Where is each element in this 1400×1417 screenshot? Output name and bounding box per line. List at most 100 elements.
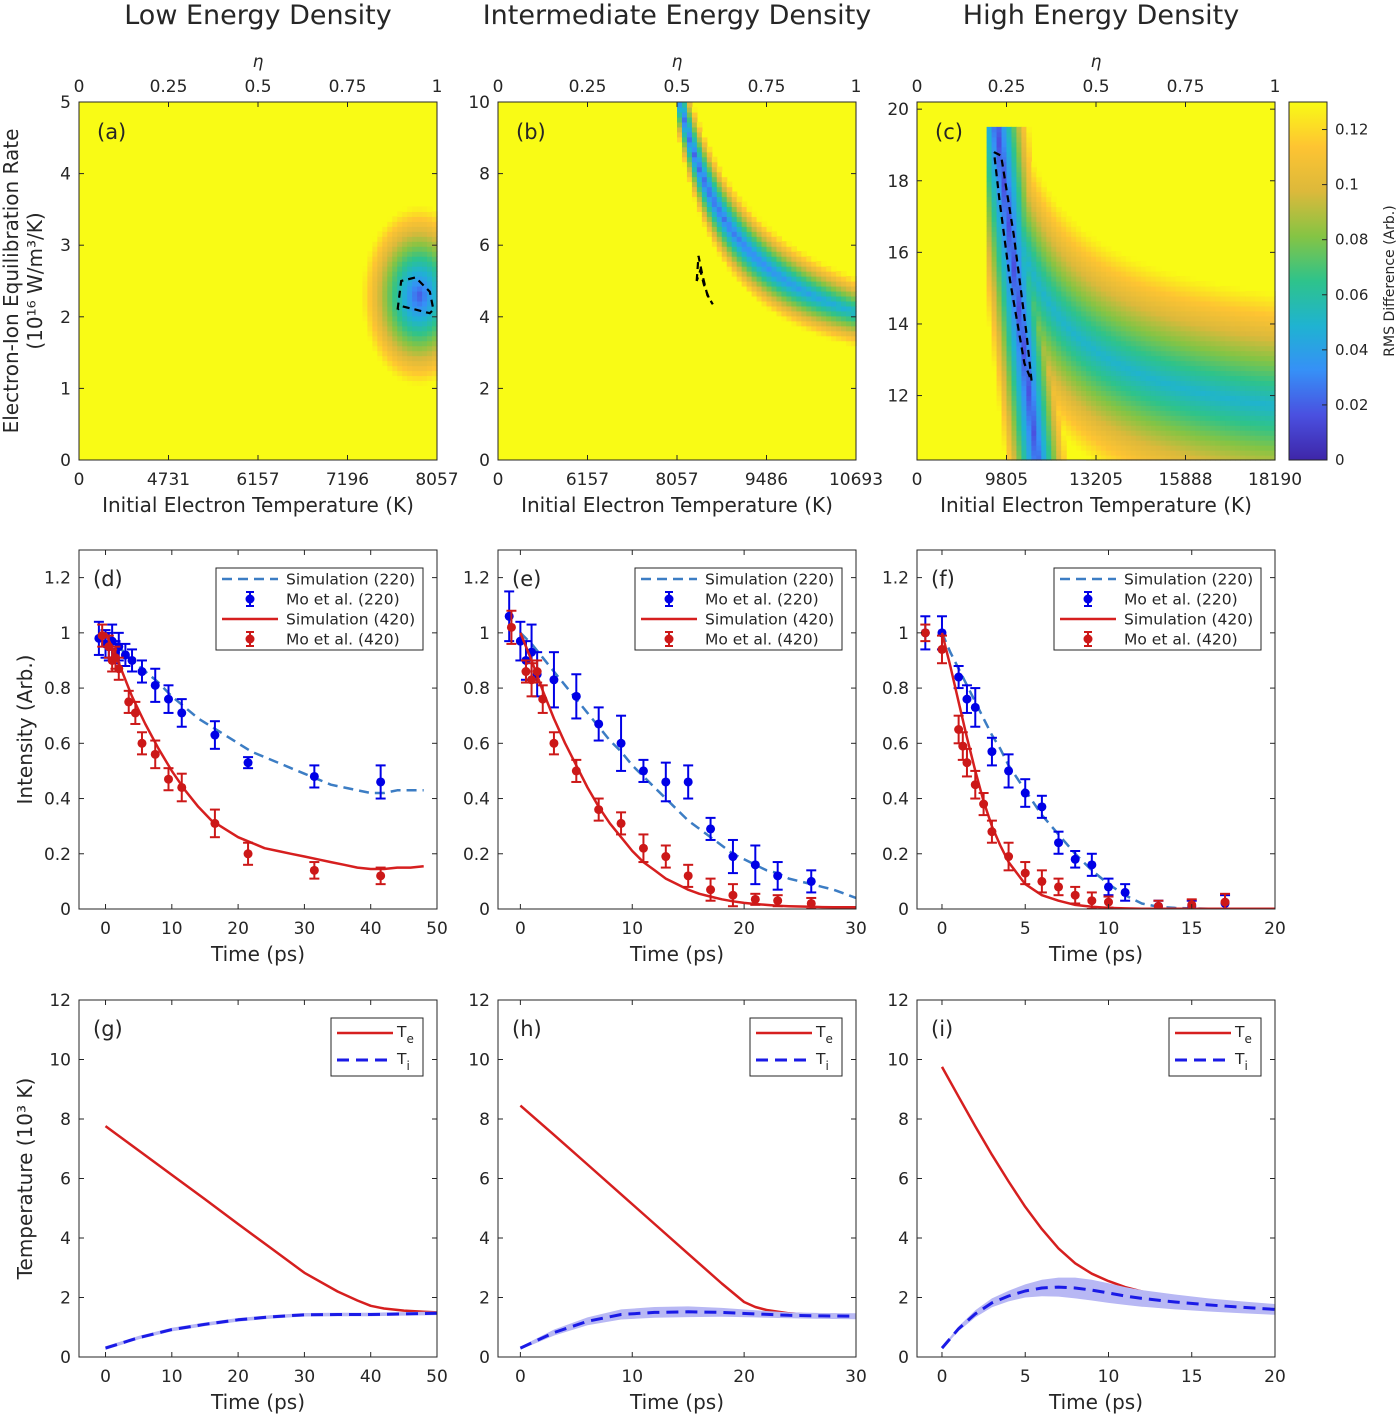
heatmap-cell	[1096, 405, 1102, 411]
heatmap-cell	[986, 151, 993, 158]
heatmap-cell	[1110, 455, 1117, 461]
heatmap-cell	[1100, 300, 1107, 307]
heatmap-cell	[1056, 410, 1062, 416]
heatmap-cell	[746, 281, 753, 287]
heatmap-cell	[417, 231, 423, 237]
heatmap-cell	[1225, 350, 1231, 357]
heatmap-cell	[1076, 320, 1082, 327]
heatmap-cell	[1066, 390, 1072, 396]
heatmap-cell	[711, 161, 718, 168]
heatmap-cell	[1051, 231, 1057, 237]
heatmap-cell	[796, 315, 802, 322]
heatmap-cell	[776, 271, 783, 277]
heatmap-cell	[1250, 305, 1256, 312]
heatmap-cell	[1165, 385, 1172, 391]
heatmap-cell	[991, 305, 998, 312]
heatmap-cell	[1240, 445, 1246, 451]
heatmap-cell	[1056, 405, 1062, 411]
heatmap-cell	[1081, 315, 1087, 322]
heatmap-cell	[1205, 350, 1211, 357]
heatmap-cell	[1105, 375, 1112, 382]
heatmap-cell	[1041, 216, 1047, 222]
heatmap-cell	[1200, 350, 1206, 357]
heatmap-cell	[686, 111, 693, 118]
heatmap-cell	[991, 355, 998, 362]
heatmap-cell	[1210, 425, 1216, 431]
heatmap-cell	[1100, 355, 1107, 362]
data-point	[1220, 897, 1230, 907]
heatmap-cell	[1016, 350, 1023, 357]
heatmap-cell	[1245, 440, 1251, 446]
heatmap-cell	[1120, 445, 1127, 451]
heatmap-cell	[711, 241, 718, 247]
heatmap-cell	[1011, 171, 1018, 178]
heatmap-cell	[706, 196, 713, 203]
heatmap-cell	[1026, 420, 1032, 426]
heatmap-cell	[1100, 360, 1107, 367]
eta-tick-label: 0.5	[244, 77, 271, 97]
heatmap-cell	[1016, 400, 1023, 406]
heatmap-cell	[726, 221, 733, 227]
heatmap-cell	[1265, 380, 1271, 387]
heatmap-cell	[701, 201, 708, 208]
heatmap-cell	[1061, 455, 1067, 461]
heatmap-cell	[1135, 385, 1142, 391]
heatmap-cell	[1066, 266, 1072, 272]
heatmap-cell	[1130, 261, 1137, 267]
heatmap-cell	[397, 241, 403, 247]
heatmap-cell	[1041, 330, 1047, 337]
heatmap-cell	[402, 236, 408, 242]
heatmap-cell	[1016, 385, 1023, 391]
heatmap-cell	[1016, 186, 1023, 193]
heatmap-cell	[1031, 191, 1037, 198]
heatmap-cell	[1076, 425, 1082, 431]
heatmap-cell	[1210, 445, 1216, 451]
heatmap-cell	[1190, 415, 1197, 421]
heatmap-cell	[1165, 365, 1172, 372]
heatmap-cell	[716, 246, 723, 252]
heatmap-cell	[1170, 425, 1177, 431]
heatmap-cell	[1011, 246, 1018, 252]
heatmap-cell	[1086, 350, 1092, 357]
heatmap-cell	[1105, 355, 1112, 362]
heatmap-cell	[1091, 295, 1097, 302]
heatmap-cell	[1091, 261, 1097, 267]
heatmap-cell	[427, 206, 433, 212]
heatmap-cell	[761, 300, 768, 307]
heatmap-cell	[432, 370, 438, 377]
heatmap-cell	[1220, 415, 1226, 421]
heatmap-cell	[1001, 131, 1008, 138]
heatmap-cell	[417, 370, 423, 377]
heatmap-cell	[1270, 355, 1276, 362]
heatmap-cell	[402, 310, 408, 317]
x-tick-label: 18190	[1248, 470, 1302, 490]
heatmap-cell	[372, 330, 378, 337]
heatmap-cell	[387, 305, 393, 312]
heatmap-cell	[1036, 425, 1042, 431]
heatmap-cell	[1245, 430, 1251, 436]
heatmap-cell	[801, 256, 807, 262]
heatmap-cell	[1006, 365, 1013, 372]
heatmap-cell	[1056, 380, 1062, 387]
heatmap-cell	[1130, 445, 1137, 451]
heatmap-cell	[1051, 335, 1057, 342]
heatmap-cell	[1230, 425, 1236, 431]
heatmap-cell	[1031, 355, 1037, 362]
heatmap-cell	[1071, 435, 1077, 441]
heatmap-cell	[1215, 435, 1221, 441]
heatmap-cell	[1130, 285, 1137, 292]
heatmap-cell	[991, 226, 998, 232]
heatmap-cell	[1220, 440, 1226, 446]
heatmap-cell	[1165, 455, 1172, 461]
heatmap-cell	[1130, 335, 1137, 342]
heatmap-cell	[1081, 420, 1087, 426]
heatmap-cell	[1105, 335, 1112, 342]
heatmap-cell	[1066, 281, 1072, 287]
heatmap-cell	[402, 355, 408, 362]
heatmap-cell	[1026, 285, 1032, 292]
legend-entry-main: T	[1234, 1050, 1245, 1068]
heatmap-cell	[1071, 350, 1077, 357]
heatmap-cell	[382, 285, 388, 292]
heatmap-cell	[1245, 410, 1251, 416]
heatmap-cell	[1091, 256, 1097, 262]
